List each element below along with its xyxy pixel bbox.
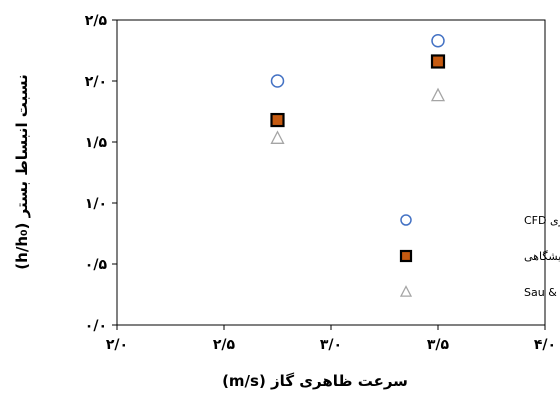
data-points bbox=[270, 33, 446, 144]
x-tick-label: ۴/۰ bbox=[534, 337, 556, 353]
legend-label: نتایج [1] Sau & Biswal bbox=[524, 286, 560, 299]
x-tick-label: ۲/۵ bbox=[213, 337, 236, 353]
experimental-point bbox=[430, 54, 446, 69]
legend-marker bbox=[399, 285, 413, 297]
y-tick-label: ۱/۵ bbox=[85, 135, 108, 151]
x-tick-label: ۳/۰ bbox=[320, 337, 342, 353]
reference-point bbox=[430, 87, 446, 102]
plot-area bbox=[116, 19, 546, 326]
cfd-point bbox=[270, 74, 285, 88]
axis-ticks: ۲/۰ ۲/۵ ۳/۰ ۳/۵ ۴/۰ ۰/۰ ۰/۵ ۱/۰ ۱/۵ ۲/۰ ۲/۵ bbox=[85, 13, 556, 353]
reference-point bbox=[270, 130, 285, 144]
legend: شبیه سازی CFD آزمایشگاهی نتایج [1] Sau & B… bbox=[399, 214, 560, 299]
x-tick-label: ۳/۵ bbox=[427, 337, 450, 353]
legend-label: شبیه سازی CFD bbox=[524, 214, 560, 227]
x-axis-title: سرعت ظاهری گاز (m/s) bbox=[222, 372, 408, 390]
y-tick-label: ۰/۵ bbox=[85, 257, 108, 273]
legend-label: آزمایشگاهی bbox=[524, 249, 560, 263]
y-axis-title: نسبت انبساط بستر (h/h₀) bbox=[13, 74, 31, 269]
y-tick-label: ۱/۰ bbox=[85, 196, 107, 212]
legend-marker bbox=[400, 214, 412, 226]
legend-marker bbox=[399, 249, 413, 263]
experimental-point bbox=[270, 112, 285, 128]
y-tick-label: ۰/۰ bbox=[85, 318, 107, 334]
cfd-point bbox=[431, 33, 445, 48]
y-tick-label: ۲/۵ bbox=[85, 13, 108, 29]
y-tick-label: ۲/۰ bbox=[85, 74, 107, 90]
x-tick-label: ۲/۰ bbox=[106, 337, 128, 353]
